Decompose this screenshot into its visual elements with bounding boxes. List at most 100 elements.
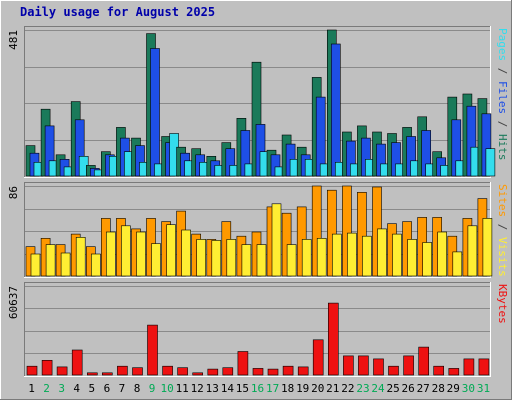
chart-panels: 481 Pages / Files / Hits 86 Sites / Visits 6…: [7, 26, 509, 377]
x-tick-label-16: 16: [251, 382, 264, 395]
bar-kbytes-22: [343, 355, 354, 376]
bar-kbytes-9: [147, 324, 158, 376]
y-axis-max-label: 86: [7, 186, 20, 199]
bar-kbytes-30: [463, 358, 475, 376]
bar-sites-13: [211, 240, 222, 277]
bar-pages-31: [485, 148, 496, 177]
bar-sites-4: [75, 237, 86, 277]
bar-kbytes-16: [252, 368, 264, 376]
x-tick-label-21: 21: [326, 382, 339, 395]
bar-kbytes-11: [177, 367, 188, 376]
bar-visits-21: [326, 189, 337, 277]
right-label-part: /: [496, 217, 509, 237]
right-series-label: KBytes: [496, 284, 509, 324]
bar-sites-20: [316, 238, 327, 277]
x-tick-label-12: 12: [191, 382, 204, 395]
right-label-part: Sites: [496, 184, 509, 217]
bar-kbytes-10: [162, 365, 173, 376]
x-tick-label-3: 3: [58, 382, 65, 395]
chart-title: Daily usage for August 2025: [20, 5, 215, 19]
x-tick-label-1: 1: [28, 382, 35, 395]
x-tick-label-31: 31: [477, 382, 490, 395]
panel-pages-files-hits: 481 Pages / Files / Hits: [7, 26, 509, 178]
x-tick-label-23: 23: [356, 382, 369, 395]
bar-kbytes-7: [117, 365, 128, 376]
panel-kbytes: 60637 KBytes: [7, 282, 509, 377]
bar-sites-26: [407, 239, 417, 277]
bar-sites-30: [467, 225, 478, 277]
x-tick-label-8: 8: [134, 382, 141, 395]
right-label-part: Hits: [496, 134, 509, 161]
bar-kbytes-29: [448, 368, 460, 376]
right-label-part: /: [496, 114, 509, 134]
bar-sites-21: [331, 233, 342, 277]
bar-sites-24: [377, 228, 387, 277]
x-tick-label-22: 22: [341, 382, 354, 395]
bar-kbytes-23: [358, 355, 369, 376]
bar-kbytes-21: [327, 302, 339, 376]
right-series-label: Sites / Visits: [496, 184, 509, 277]
bar-sites-14: [226, 239, 237, 277]
x-tick-label-10: 10: [160, 382, 173, 395]
bar-sites-1: [30, 253, 41, 277]
bar-sites-19: [301, 239, 312, 277]
x-tick-label-17: 17: [266, 382, 279, 395]
x-tick-label-14: 14: [221, 382, 235, 395]
right-series-label: Pages / Files / Hits: [496, 28, 509, 161]
bar-visits-22: [342, 185, 352, 277]
x-tick-label-13: 13: [206, 382, 219, 395]
x-tick-label-2: 2: [43, 382, 50, 395]
x-tick-label-28: 28: [432, 382, 445, 395]
right-label-part: /: [496, 61, 509, 81]
x-tick-label-25: 25: [386, 382, 399, 395]
bar-kbytes-13: [207, 368, 219, 376]
x-tick-label-19: 19: [296, 382, 309, 395]
panel-sites-visits: 86 Sites / Visits: [7, 182, 509, 278]
bar-sites-8: [136, 231, 146, 277]
bar-kbytes-27: [418, 346, 430, 376]
bar-kbytes-14: [222, 367, 234, 376]
bar-kbytes-5: [87, 372, 98, 376]
bar-kbytes-8: [132, 367, 143, 376]
bar-sites-28: [437, 231, 448, 277]
bar-sites-17: [271, 203, 282, 277]
x-tick-label-15: 15: [236, 382, 249, 395]
bar-sites-22: [347, 232, 357, 277]
bar-kbytes-15: [237, 351, 249, 376]
bar-kbytes-18: [282, 365, 294, 376]
bar-kbytes-26: [403, 355, 414, 376]
bar-sites-23: [362, 235, 372, 277]
x-tick-label-24: 24: [371, 382, 385, 395]
x-tick-label-6: 6: [104, 382, 111, 395]
bar-kbytes-6: [102, 372, 113, 376]
y-axis-max-label: 60637: [7, 286, 20, 319]
bar-visits-20: [311, 185, 322, 277]
bar-visits-23: [357, 192, 367, 277]
bar-sites-12: [196, 239, 206, 277]
bar-sites-31: [482, 218, 493, 277]
bar-sites-5: [91, 253, 101, 277]
bar-kbytes-12: [192, 372, 203, 376]
bar-sites-10: [166, 224, 176, 277]
bar-sites-29: [452, 251, 463, 277]
bar-kbytes-28: [433, 365, 445, 376]
bar-files-21: [330, 43, 341, 177]
bar-kbytes-2: [41, 359, 53, 376]
right-label-part: Pages: [496, 28, 509, 61]
x-tick-label-18: 18: [281, 382, 294, 395]
bar-kbytes-1: [26, 365, 38, 376]
x-tick-label-27: 27: [417, 382, 430, 395]
bar-sites-11: [181, 229, 191, 277]
x-axis-tick-labels: 1 2 3 4 5 6 7 8 9 10 11 12 13 14 15 16 17 18 19 20 21 22 23 24 2…: [28, 382, 490, 395]
bar-sites-9: [151, 243, 161, 277]
bar-kbytes-19: [297, 366, 309, 376]
right-label-part: Visits: [496, 237, 509, 277]
x-tick-label-30: 30: [462, 382, 475, 395]
x-tick-label-29: 29: [447, 382, 460, 395]
bar-sites-15: [241, 244, 252, 277]
bar-kbytes-25: [388, 365, 399, 376]
right-label-part: KBytes: [496, 284, 509, 324]
x-tick-label-7: 7: [119, 382, 126, 395]
bar-kbytes-17: [267, 368, 279, 376]
